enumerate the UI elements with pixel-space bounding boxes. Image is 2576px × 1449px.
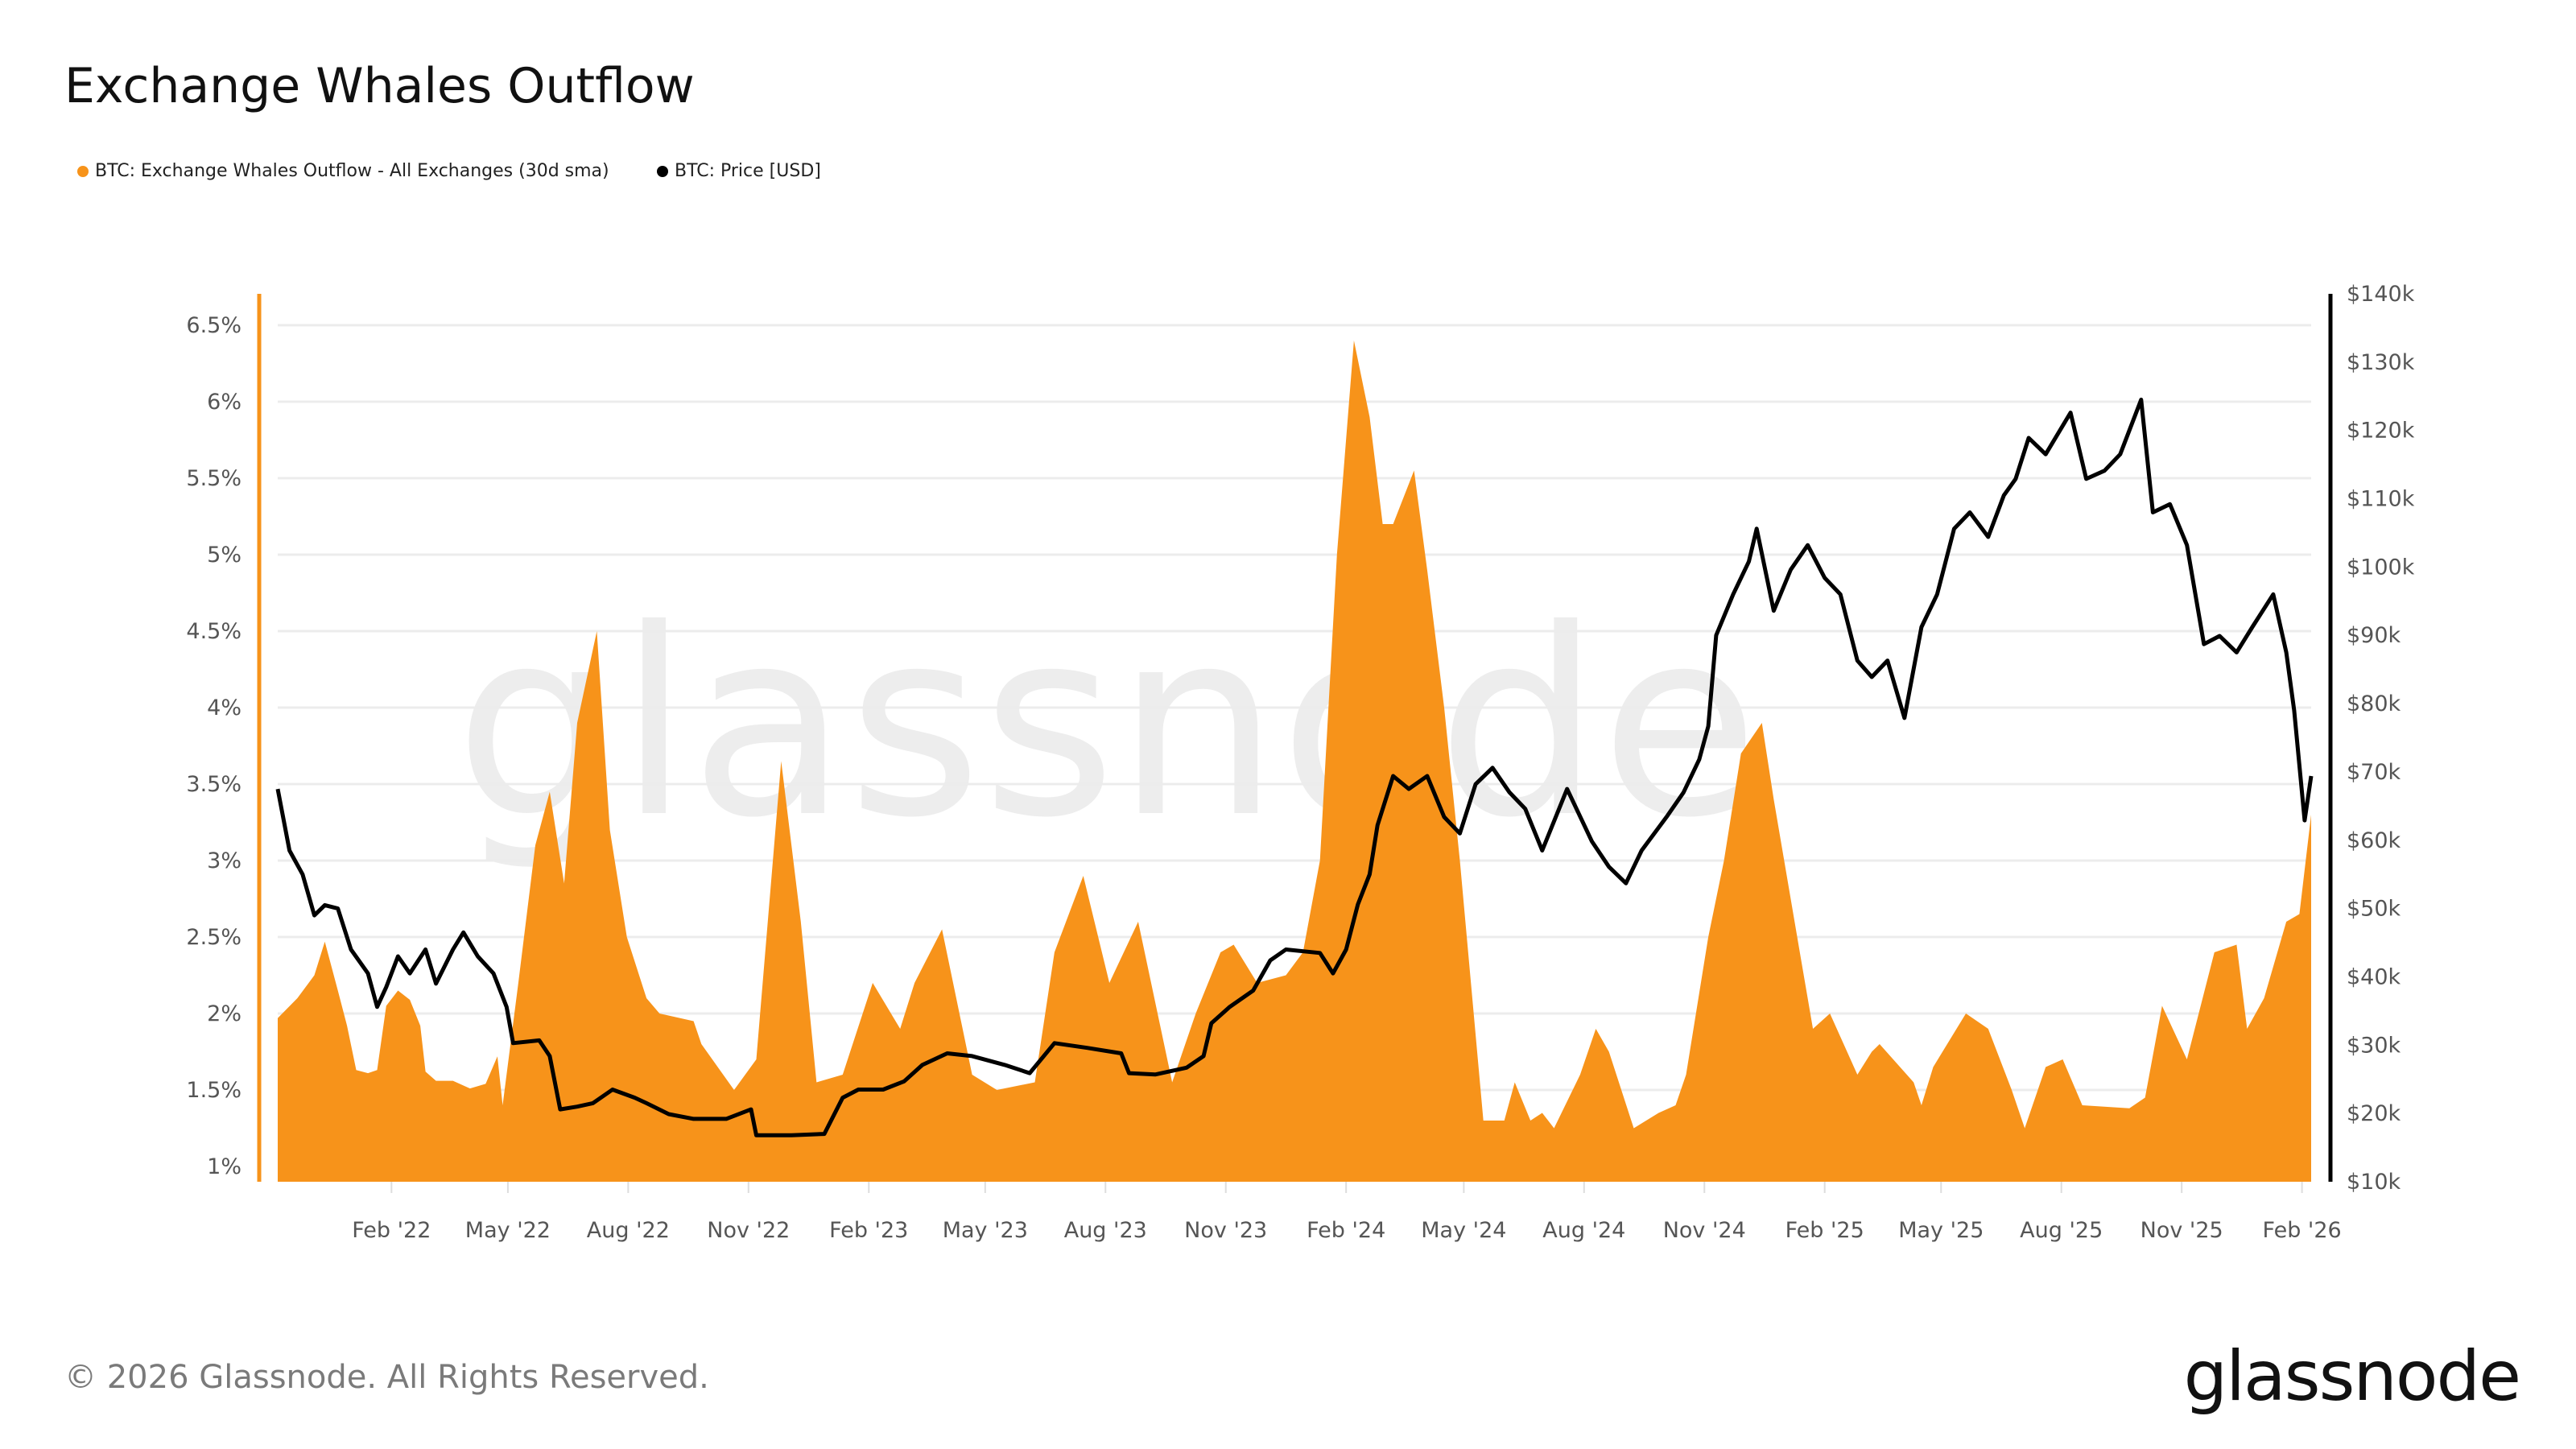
x-tick-label: May '22 xyxy=(465,1218,551,1243)
y-right-tick-label: $60k xyxy=(2347,828,2401,853)
btc-price-line xyxy=(275,398,2314,1137)
y-left-tick-label: 6.5% xyxy=(186,313,242,338)
y-right-tick-label: $40k xyxy=(2347,964,2401,989)
y-right-tick-label: $90k xyxy=(2347,623,2401,648)
y-left-tick-label: 5% xyxy=(207,543,242,568)
y-left-tick-label: 1% xyxy=(207,1154,242,1179)
x-tick-label: Aug '24 xyxy=(1542,1218,1625,1243)
y-left-tick-label: 1.5% xyxy=(186,1078,242,1103)
y-right-tick-label: $130k xyxy=(2347,350,2415,375)
x-tick-label: Feb '23 xyxy=(829,1218,908,1243)
y-left-tick-label: 2% xyxy=(207,1001,242,1026)
y-left-tick-label: 4.5% xyxy=(186,619,242,644)
y-left-tick-label: 6% xyxy=(207,390,242,415)
series-layer xyxy=(275,341,2314,1182)
axes: 1% 1.5% 2% 2.5% 3% 3.5% 4% 4.5% 5% 5.5% 6% 6.5% $10k… xyxy=(186,282,2414,1243)
x-tick-label: Nov '25 xyxy=(2140,1218,2223,1243)
x-tick-label: Feb '26 xyxy=(2263,1218,2342,1243)
legend-orange-dot-icon xyxy=(77,165,89,177)
legend-item-whales-outflow[interactable]: BTC: Exchange Whales Outflow - All Excha… xyxy=(77,161,609,181)
x-tick-label: Feb '25 xyxy=(1785,1218,1864,1243)
y-right-tick-label: $30k xyxy=(2347,1033,2401,1058)
x-tick-label: Nov '23 xyxy=(1184,1218,1267,1243)
legend-label: BTC: Price [USD] xyxy=(675,161,821,181)
x-tick-label: Feb '24 xyxy=(1307,1218,1385,1243)
copyright-footer: © 2026 Glassnode. All Rights Reserved. xyxy=(64,1359,709,1396)
x-tick-label: Nov '24 xyxy=(1663,1218,1746,1243)
y-right-tick-label: $20k xyxy=(2347,1101,2401,1126)
y-right-tick-label: $110k xyxy=(2347,487,2415,512)
y-left-tick-label: 2.5% xyxy=(186,925,242,950)
y-left-tick-label: 3% xyxy=(207,848,242,873)
x-tick-label: Aug '25 xyxy=(2020,1218,2103,1243)
chart-title: Exchange Whales Outflow xyxy=(64,58,695,114)
legend-black-dot-icon xyxy=(657,165,668,177)
whales-outflow-area xyxy=(278,341,2311,1182)
x-tick-label: May '24 xyxy=(1421,1218,1506,1243)
x-tick-label: Aug '22 xyxy=(587,1218,670,1243)
y-left-tick-label: 5.5% xyxy=(186,466,242,491)
legend-item-btc-price[interactable]: BTC: Price [USD] xyxy=(657,161,821,181)
x-tick-label: May '25 xyxy=(1898,1218,1984,1243)
x-tick-label: May '23 xyxy=(943,1218,1028,1243)
y-right-tick-label: $80k xyxy=(2347,691,2401,716)
y-left-tick-label: 3.5% xyxy=(186,772,242,797)
legend-label: BTC: Exchange Whales Outflow - All Excha… xyxy=(95,161,609,181)
y-left-tick-label: 4% xyxy=(207,696,242,720)
watermark: glassnode xyxy=(455,575,1759,874)
x-tick-label: Feb '22 xyxy=(352,1218,431,1243)
y-right-tick-label: $10k xyxy=(2347,1170,2401,1195)
x-tick-label: Nov '22 xyxy=(707,1218,790,1243)
y-right-tick-label: $70k xyxy=(2347,760,2401,785)
glassnode-logo[interactable]: glassnode xyxy=(2183,1336,2521,1417)
y-right-tick-label: $120k xyxy=(2347,419,2415,444)
y-right-tick-label: $140k xyxy=(2347,282,2415,307)
y-right-tick-label: $100k xyxy=(2347,555,2415,580)
y-right-tick-label: $50k xyxy=(2347,897,2401,922)
x-tick-label: Aug '23 xyxy=(1064,1218,1147,1243)
